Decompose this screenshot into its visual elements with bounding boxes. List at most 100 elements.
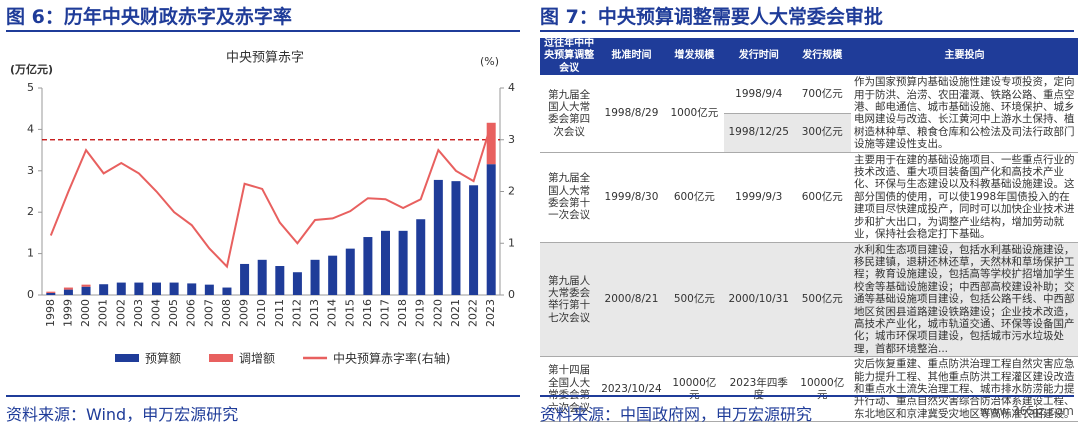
table-row: 第九届人大常委会举行第十七次会议 2000/8/21 500亿元 2000/10/31…	[540, 242, 1078, 358]
x-tick-label: 2010	[255, 299, 268, 327]
source: 资料来源：中国政府网，申万宏源研究	[540, 395, 1074, 429]
y2-tick-label: 4	[508, 81, 515, 94]
cell: 第九届人大常委会举行第十七次会议	[540, 242, 599, 358]
legend-label: 预算额	[145, 351, 181, 366]
x-tick-label: 2019	[414, 299, 427, 327]
legend-label: 中央预算赤字率(右轴)	[333, 351, 450, 366]
column-header: 发行时间	[723, 38, 794, 76]
cell: 1000亿元	[664, 75, 724, 153]
bar	[486, 122, 496, 165]
legend-swatch	[209, 354, 234, 362]
x-tick-label: 1998	[44, 299, 57, 327]
cell: 作为国家预算内基础设施性建设专项投资，定向用于防洪、治涝、农田灌溉、铁路公路、重…	[851, 75, 1078, 153]
x-tick-label: 2015	[343, 299, 356, 327]
cell: 1998/8/29	[598, 75, 665, 153]
chart: 中央预算赤字 (万亿元) (%) 0 1 2 3 4 5 0 1 2 3 4 1998 1999 2000…	[10, 51, 515, 366]
bar	[469, 185, 479, 295]
y-tick-label: 1	[27, 247, 34, 260]
cell: 500亿元	[793, 242, 851, 358]
bar	[275, 266, 285, 295]
x-tick-label: 2020	[431, 299, 444, 327]
x-tick-label: 2000	[79, 299, 92, 327]
figure-title: 图 7：中央预算调整需要人大常委会审批	[540, 4, 1074, 32]
bar	[46, 292, 56, 295]
bar	[46, 291, 56, 293]
y-tick-label: 0	[27, 288, 34, 301]
x-tick-label: 2001	[97, 299, 110, 327]
cell: 第九届全国人大常委会第四次会议	[540, 75, 599, 153]
legend-label: 调增额	[239, 352, 275, 366]
cell: 灾后恢复重建、重点防洪治理工程自然灾害应急能力提升工程、其他重点防洪工程灌区建设…	[851, 356, 1078, 423]
cell: 500亿元	[664, 242, 724, 358]
cell: 600亿元	[793, 152, 851, 243]
x-tick-label: 2017	[379, 299, 392, 327]
cell: 700亿元	[793, 75, 851, 114]
bar	[398, 230, 408, 295]
bar	[451, 181, 461, 295]
cell: 10000亿元	[664, 356, 724, 423]
cell: 300亿元	[793, 113, 851, 153]
legend-swatch	[115, 354, 139, 362]
bar	[381, 230, 390, 295]
y2-tick-label: 1	[508, 236, 515, 249]
x-tick-label: 2006	[185, 299, 198, 327]
cell: 1999/8/30	[598, 152, 665, 243]
cell: 主要用于在建的基础设施项目、一些重点行业的技术改造、重大项目装备国产化和高技术产…	[851, 152, 1078, 243]
x-tick-label: 2005	[167, 299, 180, 327]
bar	[363, 237, 373, 295]
bar	[134, 282, 144, 295]
x-tick-label: 2013	[308, 299, 321, 327]
cell: 1998/9/4	[723, 75, 794, 114]
y2-tick-label: 0	[508, 288, 515, 301]
y-tick-label: 5	[27, 81, 34, 94]
x-tick-label: 2021	[449, 299, 462, 327]
x-tick-label: 1999	[61, 299, 74, 327]
x-tick-label: 2014	[326, 299, 339, 327]
x-tick-label: 2018	[396, 299, 409, 327]
x-tick-label: 2007	[202, 299, 215, 327]
x-tick-label: 2004	[150, 299, 163, 327]
bar	[222, 287, 232, 295]
bar	[257, 259, 267, 295]
column-header: 主要投向	[851, 38, 1078, 76]
bar	[240, 263, 250, 295]
y-axis-label: (万亿元)	[10, 62, 53, 76]
x-tick-label: 2023	[484, 299, 497, 327]
bar	[81, 286, 91, 295]
cell: 600亿元	[664, 152, 724, 243]
bar	[433, 179, 443, 295]
x-tick-label: 2012	[290, 299, 303, 327]
bar	[328, 255, 338, 295]
table-row: 1998/12/25 300亿元	[540, 113, 1078, 153]
x-tick-label: 2022	[467, 299, 480, 327]
cell: 1999/9/3	[723, 152, 794, 243]
y-tick-label: 2	[27, 205, 34, 218]
cell: 1998/12/25	[723, 113, 794, 153]
column-header: 发行规模	[793, 38, 851, 76]
cell: 2023/10/24	[598, 356, 665, 423]
bar	[416, 219, 426, 295]
bar	[169, 282, 179, 295]
line	[49, 123, 493, 269]
bar	[310, 259, 320, 295]
x-tick-label: 2003	[132, 299, 145, 327]
cell: 第十四届全国人大常委会第六次会议	[540, 356, 599, 423]
bar	[486, 164, 496, 295]
bar	[187, 283, 197, 295]
table: 过往年中中央预算调整会议 批准时间 增发规模 发行时间 发行规模 主要投向 第九届全国人大常…	[540, 38, 1078, 423]
x-tick-label: 2009	[238, 299, 251, 327]
x-tick-label: 2002	[114, 299, 127, 327]
x-tick-label: 2011	[273, 299, 286, 327]
bar	[63, 287, 73, 290]
bar	[116, 282, 126, 295]
cell: 第九届全国人大常委会第十一次会议	[540, 152, 599, 243]
chart-title: 中央预算赤字	[226, 51, 304, 66]
bar	[81, 284, 91, 287]
bar	[204, 284, 214, 295]
bar	[99, 284, 109, 295]
cell: 2000/10/31	[723, 242, 794, 358]
bar	[63, 289, 73, 295]
bar	[292, 272, 302, 295]
x-tick-label: 2008	[220, 299, 233, 327]
